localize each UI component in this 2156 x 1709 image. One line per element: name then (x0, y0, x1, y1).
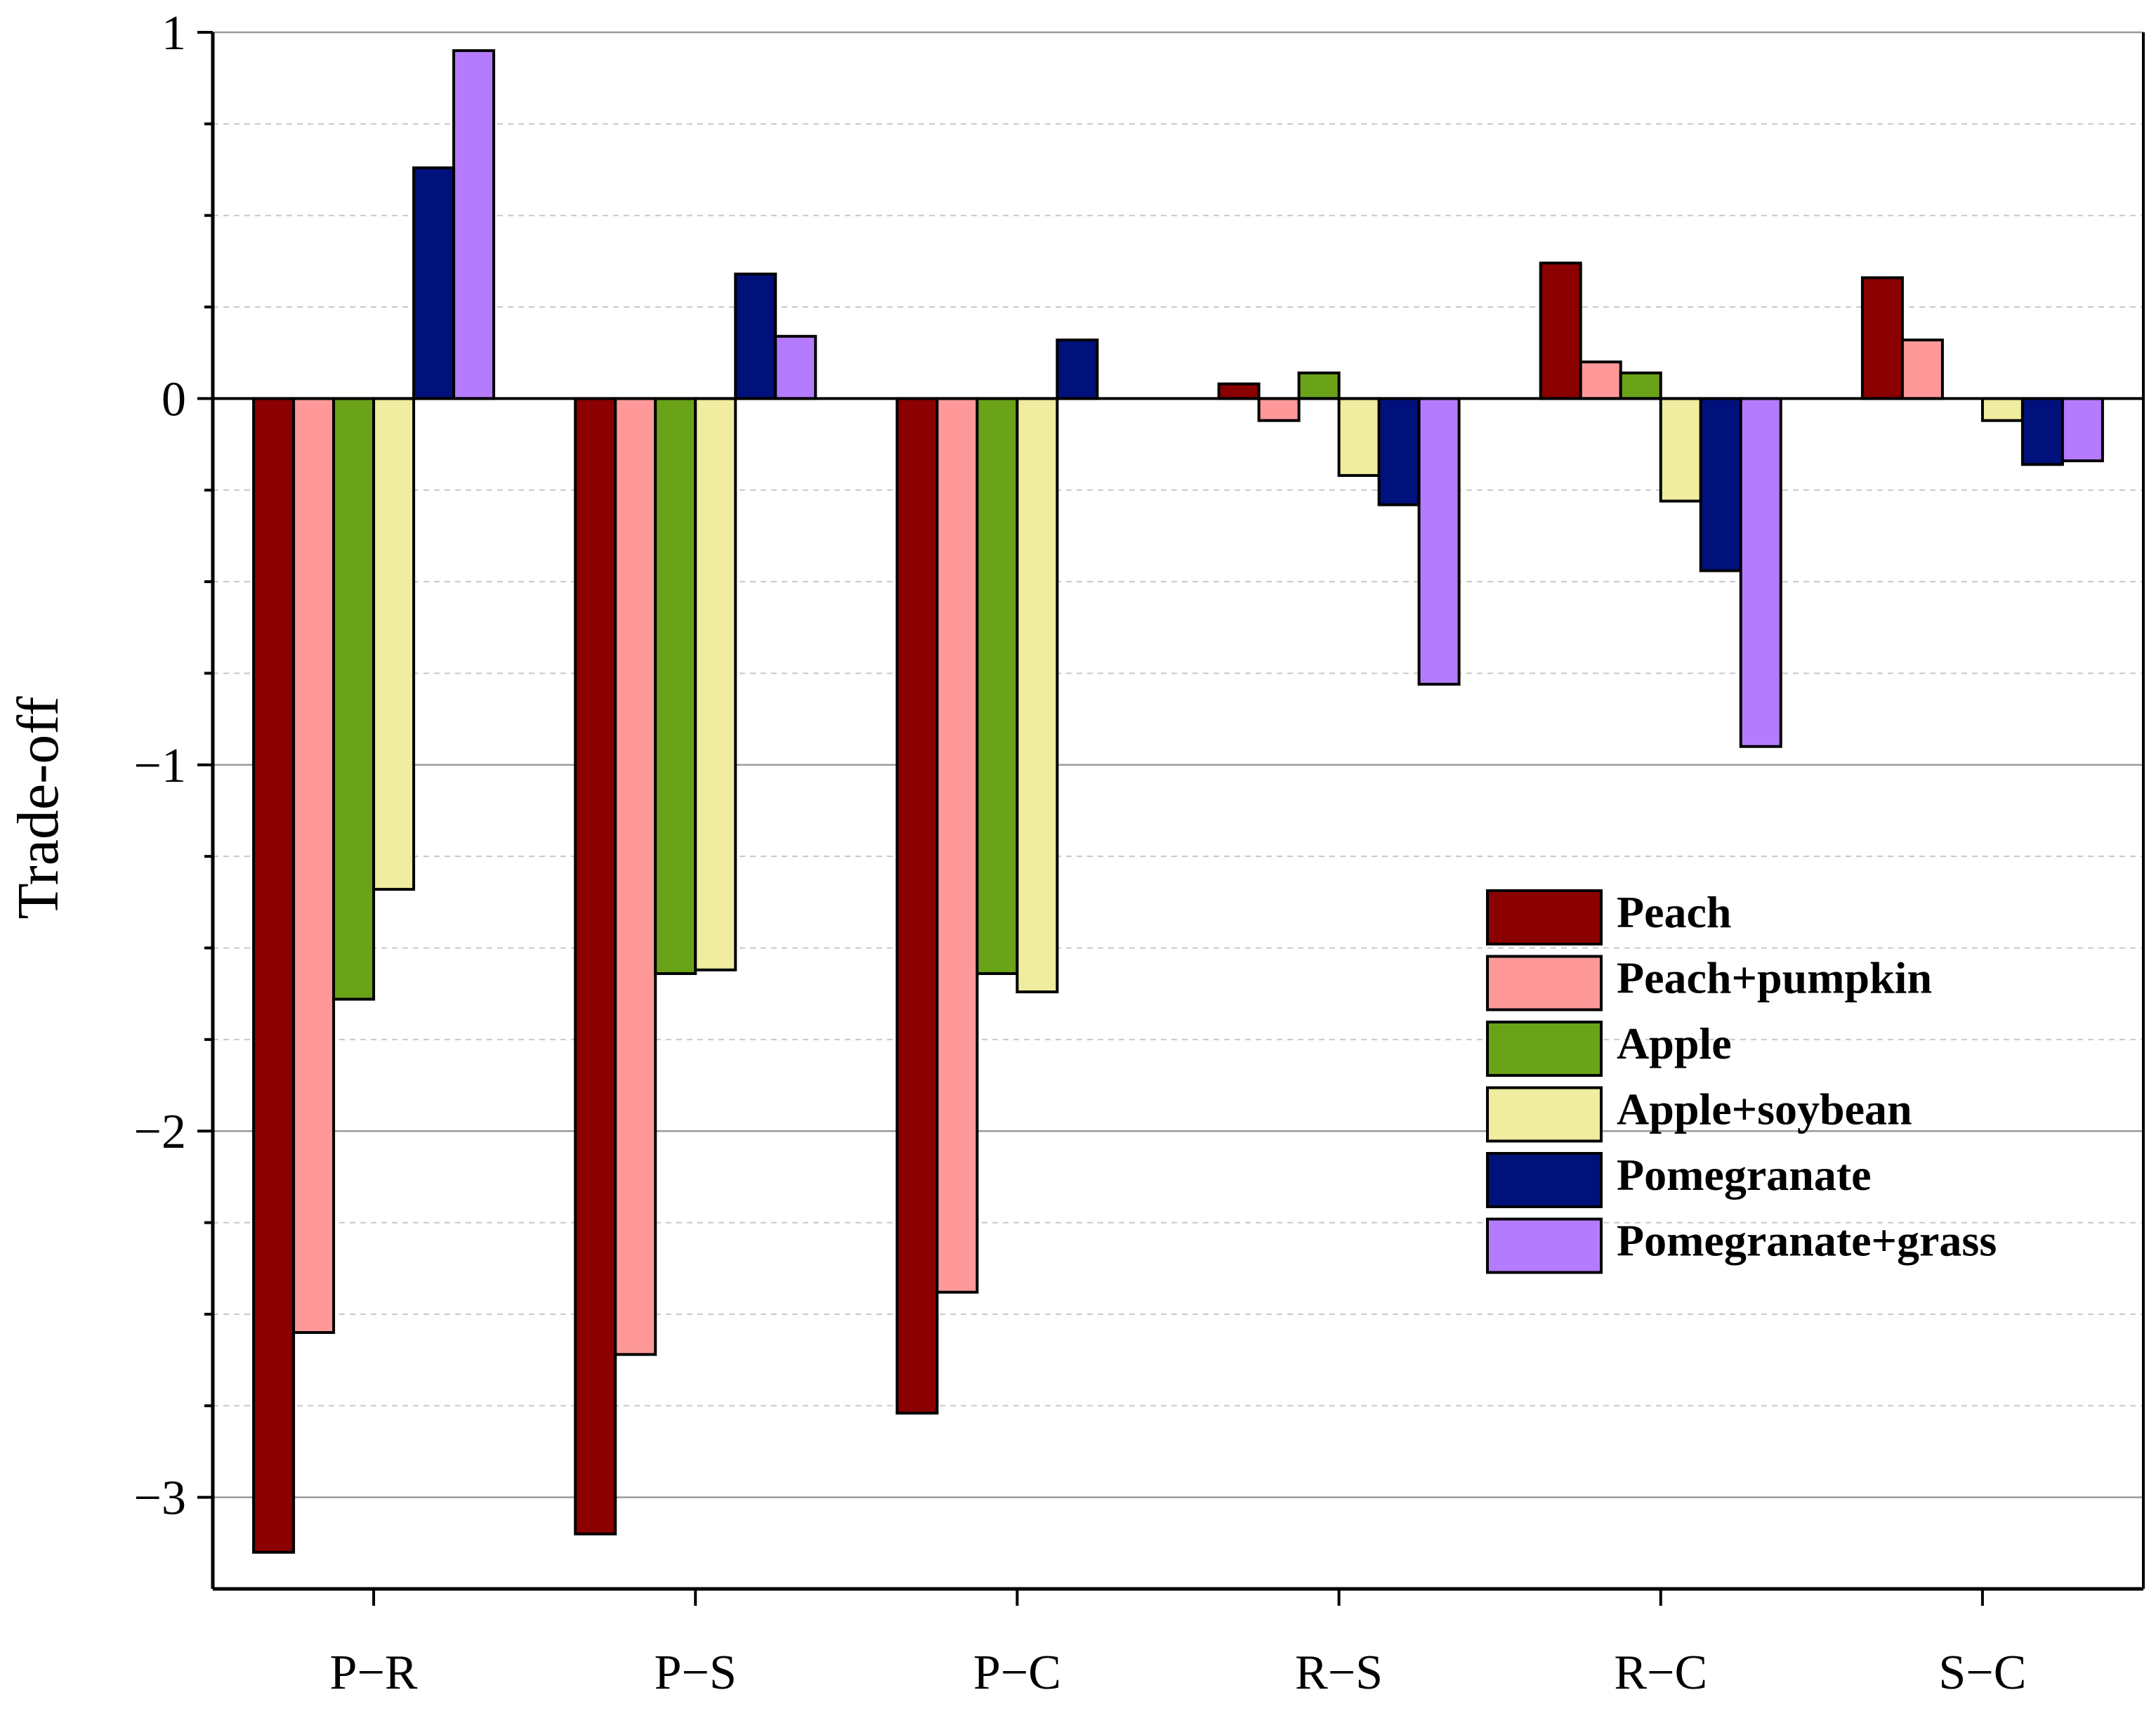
y-tick-label: 1 (162, 6, 186, 60)
bar-peach-2 (895, 397, 939, 1415)
bar-pomegranate-5 (2020, 397, 2064, 466)
bar-apple-soybean-0 (372, 397, 416, 891)
legend-swatch (1486, 1021, 1603, 1077)
bar-peach-3 (1217, 382, 1261, 400)
axes: 1 0 −1 −2 −3 P−R P−S P−C R−S R−C S−C (134, 6, 2145, 1700)
bar-apple-3 (1297, 371, 1341, 400)
legend-swatch (1486, 889, 1603, 945)
x-tick-label: S−C (1938, 1646, 2026, 1700)
y-tick-label: −3 (134, 1472, 186, 1526)
x-tick-label: R−C (1614, 1646, 1707, 1700)
legend-label: Peach (1617, 887, 1732, 937)
bar-peach-pumpkin-4 (1579, 360, 1622, 400)
bar-pomegranate-grass-1 (774, 334, 817, 400)
legend-swatch (1486, 1086, 1603, 1143)
bar-peach-5 (1860, 276, 1904, 400)
bar-apple-soybean-3 (1337, 397, 1381, 477)
bar-apple-soybean-4 (1659, 397, 1702, 503)
legend-label: Apple (1617, 1019, 1732, 1068)
bar-apple-4 (1619, 371, 1662, 400)
bar-pomegranate-grass-0 (452, 49, 496, 400)
y-tick-label: −1 (134, 739, 186, 793)
legend-label: Pomegranate+grass (1617, 1216, 1997, 1266)
x-tick-label: P−R (330, 1646, 418, 1700)
bar-apple-soybean-1 (694, 397, 737, 971)
x-tick-label: P−S (655, 1646, 737, 1700)
bar-peach-1 (574, 397, 617, 1536)
bar-pomegranate-2 (1056, 338, 1099, 400)
bar-pomegranate-3 (1377, 397, 1421, 506)
bar-apple-1 (654, 397, 697, 976)
bar-peach-pumpkin-1 (614, 397, 657, 1356)
x-tick-label: R−S (1295, 1646, 1383, 1700)
x-tick-label: P−C (973, 1646, 1061, 1700)
bar-pomegranate-grass-4 (1739, 397, 1782, 748)
bar-pomegranate-grass-3 (1417, 397, 1461, 686)
bar-pomegranate-1 (734, 273, 777, 400)
legend-label: Apple+soybean (1617, 1085, 1912, 1134)
bar-apple-soybean-5 (1980, 397, 2024, 422)
legend: Peach Peach+pumpkin Apple Apple+soybean Pome… (1486, 887, 1997, 1274)
grid-lines (213, 31, 2143, 1590)
bar-peach-4 (1539, 261, 1582, 400)
y-tick-label: 0 (162, 372, 186, 426)
legend-swatch (1486, 955, 1603, 1011)
bar-peach-pumpkin-5 (1900, 338, 1944, 400)
bar-pomegranate-grass-5 (2060, 397, 2104, 463)
legend-label: Peach+pumpkin (1617, 953, 1932, 1003)
bar-apple-2 (975, 397, 1019, 976)
y-axis-title: Trade-off (6, 696, 71, 919)
bar-peach-pumpkin-2 (935, 397, 979, 1294)
legend-swatch (1486, 1217, 1603, 1274)
legend-label: Pomegranate (1617, 1150, 1872, 1200)
bar-peach-pumpkin-3 (1257, 397, 1301, 422)
legend-swatch (1486, 1152, 1603, 1208)
bar-apple-soybean-2 (1015, 397, 1059, 994)
y-tick-label: −2 (134, 1105, 186, 1159)
bar-pomegranate-4 (1699, 397, 1742, 572)
bar-apple-0 (332, 397, 376, 1001)
bars (252, 49, 2104, 1554)
bar-pomegranate-0 (412, 166, 456, 400)
bar-peach-pumpkin-0 (292, 397, 336, 1335)
bar-peach-0 (252, 397, 296, 1554)
